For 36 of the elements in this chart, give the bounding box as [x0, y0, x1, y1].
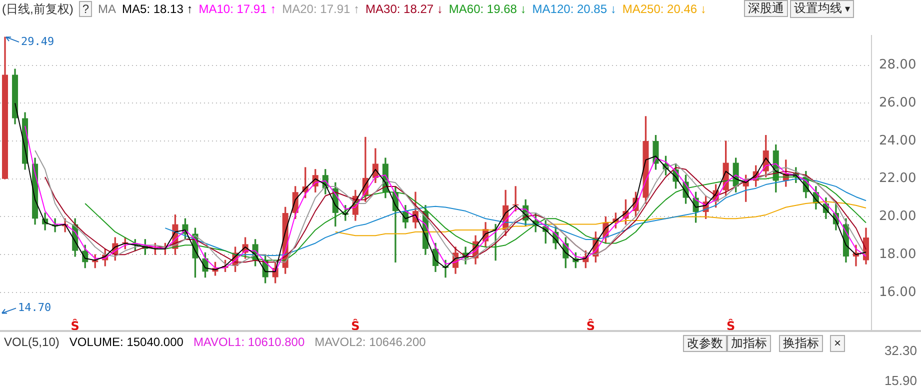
- annotation: Ŝ: [726, 318, 736, 334]
- text: MAVOL1: 10610.800: [193, 335, 305, 349]
- y-tick-label: 16.00: [879, 284, 916, 300]
- annotation: 29.49: [21, 34, 54, 48]
- chart-title: (日线,前复权): [2, 0, 74, 18]
- legend-title: MA: [98, 2, 116, 16]
- text: ?: [79, 1, 92, 17]
- text: 加指标: [727, 335, 771, 352]
- text: 设置均线: [794, 1, 842, 15]
- text: VOL(5,10): [4, 335, 60, 349]
- text: 15.90: [884, 373, 917, 388]
- text: MA120: 20.85 ↓: [532, 2, 616, 16]
- text: 深股通: [744, 0, 788, 17]
- text: VOLUME: 15040.000: [69, 335, 184, 349]
- text: MA30: 18.27 ↓: [366, 2, 443, 16]
- close-icon: ×: [830, 335, 846, 352]
- y-tick-label: 18.00: [879, 246, 916, 262]
- y-tick-label: 24.00: [879, 133, 916, 148]
- text: MA10: 17.91 ↑: [198, 2, 276, 16]
- dropdown-icon: ▾: [842, 4, 850, 15]
- y-tick-label: 28.00: [879, 58, 916, 73]
- annotation: Ŝ: [351, 318, 360, 334]
- text: 改参数: [683, 335, 727, 352]
- text: 换指标: [779, 335, 823, 352]
- annotation: Ŝ: [586, 318, 596, 334]
- annotation: 14.70: [18, 301, 52, 314]
- y-tick-label: 26.00: [879, 96, 916, 111]
- text: MA250: 20.46 ↓: [622, 2, 706, 16]
- text: MAVOL2: 10646.200: [314, 335, 426, 349]
- text: MA20: 17.91 ↑: [282, 2, 360, 16]
- text: MA60: 19.68 ↓: [448, 2, 526, 16]
- text: 32.30: [884, 343, 917, 358]
- text: MA5: 18.13 ↑: [122, 2, 193, 16]
- y-tick-label: 20.00: [879, 209, 916, 224]
- annotation: Ŝ: [70, 318, 80, 334]
- y-tick-label: 22.00: [879, 171, 916, 186]
